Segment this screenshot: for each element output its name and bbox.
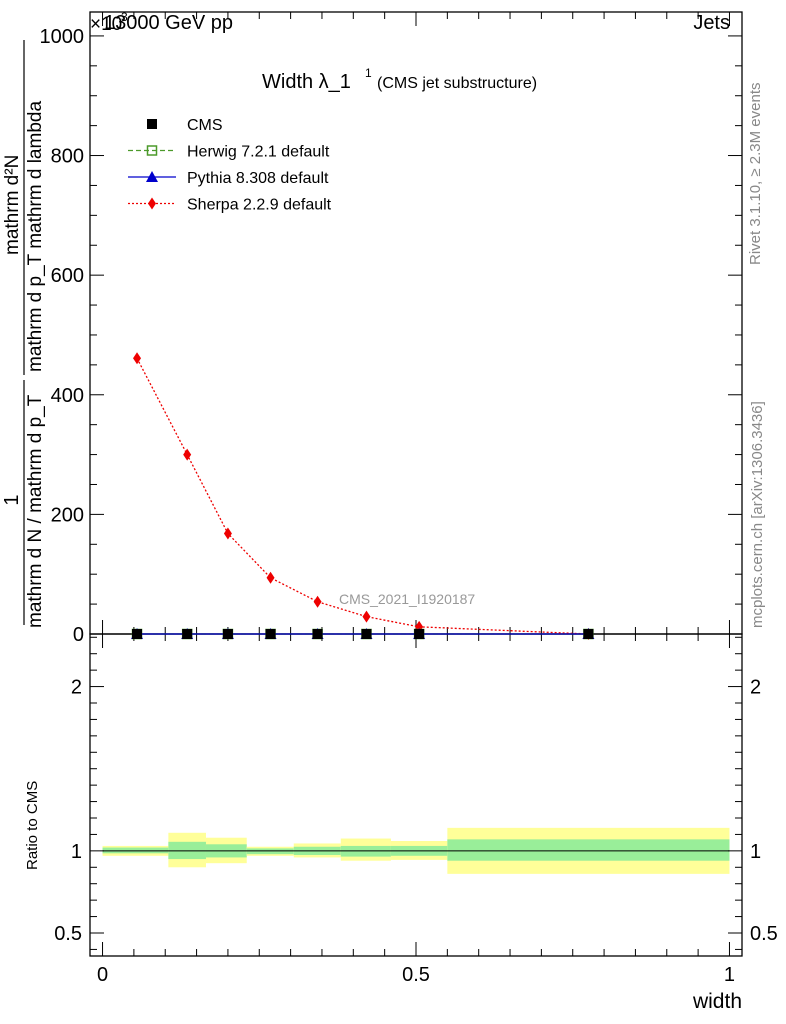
legend-label: Pythia 8.308 default	[187, 170, 329, 187]
ylabel-right-numerator: mathrm d²N	[2, 155, 23, 255]
main-title: Width λ_1	[262, 71, 351, 93]
ratio-ylabel: Ratio to CMS	[24, 781, 41, 870]
main-title-paren: (CMS jet substructure)	[377, 75, 537, 92]
sherpa-point	[362, 610, 371, 623]
x-tick-label: 0.5	[402, 964, 430, 986]
sherpa-point	[266, 571, 275, 584]
mcplots-label: mcplots.cern.ch [arXiv:1306.3436]	[749, 401, 766, 628]
cms-point	[182, 629, 193, 639]
ratio-y-tick-label-right: 1	[750, 841, 761, 863]
ratio-y-tick-label: 1	[71, 841, 82, 863]
y-tick-label: 800	[51, 146, 84, 168]
analysis-watermark: CMS_2021_I1920187	[339, 591, 475, 607]
legend-marker	[146, 171, 158, 182]
header-right-label: Jets	[693, 12, 730, 34]
ratio-bands	[102, 827, 730, 874]
main-plot-frame	[89, 11, 743, 635]
main-ylabel: 1 mathrm d N / mathrm d p_T mathrm d²N m…	[1, 40, 46, 628]
ratio-y-tick-label-right: 0.5	[750, 923, 778, 945]
main-title-sup: 1	[365, 66, 372, 80]
series-layer	[131, 352, 595, 640]
legend: CMS Herwig 7.2.1 default Pythia 8.308 defa…	[128, 117, 332, 214]
main-axes: 0 200 400 600 800 1000	[40, 11, 743, 646]
ylabel-numerator: 1	[1, 494, 23, 505]
legend-item-pythia: Pythia 8.308 default	[128, 170, 329, 187]
exponent-power: 3	[121, 10, 128, 24]
y-tick-label: 200	[51, 504, 84, 526]
legend-marker	[147, 119, 157, 129]
sherpa-point	[223, 527, 232, 540]
y-tick-label: 0	[73, 624, 84, 646]
ratio-y-tick-label: 0.5	[54, 923, 82, 945]
cms-point	[265, 629, 276, 639]
ratio-y-tick-label: 2	[71, 677, 82, 699]
legend-marker	[146, 145, 158, 156]
sherpa-line	[136, 357, 589, 635]
x-tick-label: 1	[724, 964, 735, 986]
cms-point	[312, 629, 323, 639]
y-tick-label: 600	[51, 265, 84, 287]
sherpa-point	[313, 595, 322, 608]
legend-label: Sherpa 2.2.9 default	[187, 197, 332, 214]
exponent-label: ×10	[90, 14, 122, 35]
cms-point	[414, 629, 425, 639]
cms-point	[222, 629, 233, 639]
ratio-y-tick-label-right: 2	[750, 677, 761, 699]
y-tick-label: 400	[51, 385, 84, 407]
sherpa-point	[133, 352, 142, 365]
ratio-inner-band-7	[447, 839, 730, 861]
ratio-plot-frame	[89, 633, 743, 957]
ylabel-denominator: mathrm d N / mathrm d p_T	[25, 394, 46, 628]
legend-label: CMS	[187, 117, 223, 134]
header-left-label: 13000 GeV pp	[104, 12, 233, 34]
ratio-axes: 0 0.5 1 0.5 0.5 1 1 2 2	[54, 633, 778, 986]
sherpa-point	[183, 448, 192, 461]
rivet-label: Rivet 3.1.10, ≥ 2.3M events	[747, 83, 764, 266]
cms-point	[583, 629, 594, 639]
ylabel-right-denominator: mathrm d p_T mathrm d lambda	[25, 101, 46, 372]
x-axis-label: width	[692, 990, 742, 1013]
y-tick-label: 1000	[40, 26, 85, 48]
legend-label: Herwig 7.2.1 default	[187, 144, 330, 161]
legend-item-herwig: Herwig 7.2.1 default	[128, 144, 330, 161]
x-tick-label: 0	[97, 964, 108, 986]
cms-point	[361, 629, 372, 639]
legend-item-sherpa: Sherpa 2.2.9 default	[128, 197, 332, 214]
legend-marker	[148, 197, 156, 210]
legend-item-cms: CMS	[147, 117, 223, 134]
cms-point	[132, 629, 143, 639]
